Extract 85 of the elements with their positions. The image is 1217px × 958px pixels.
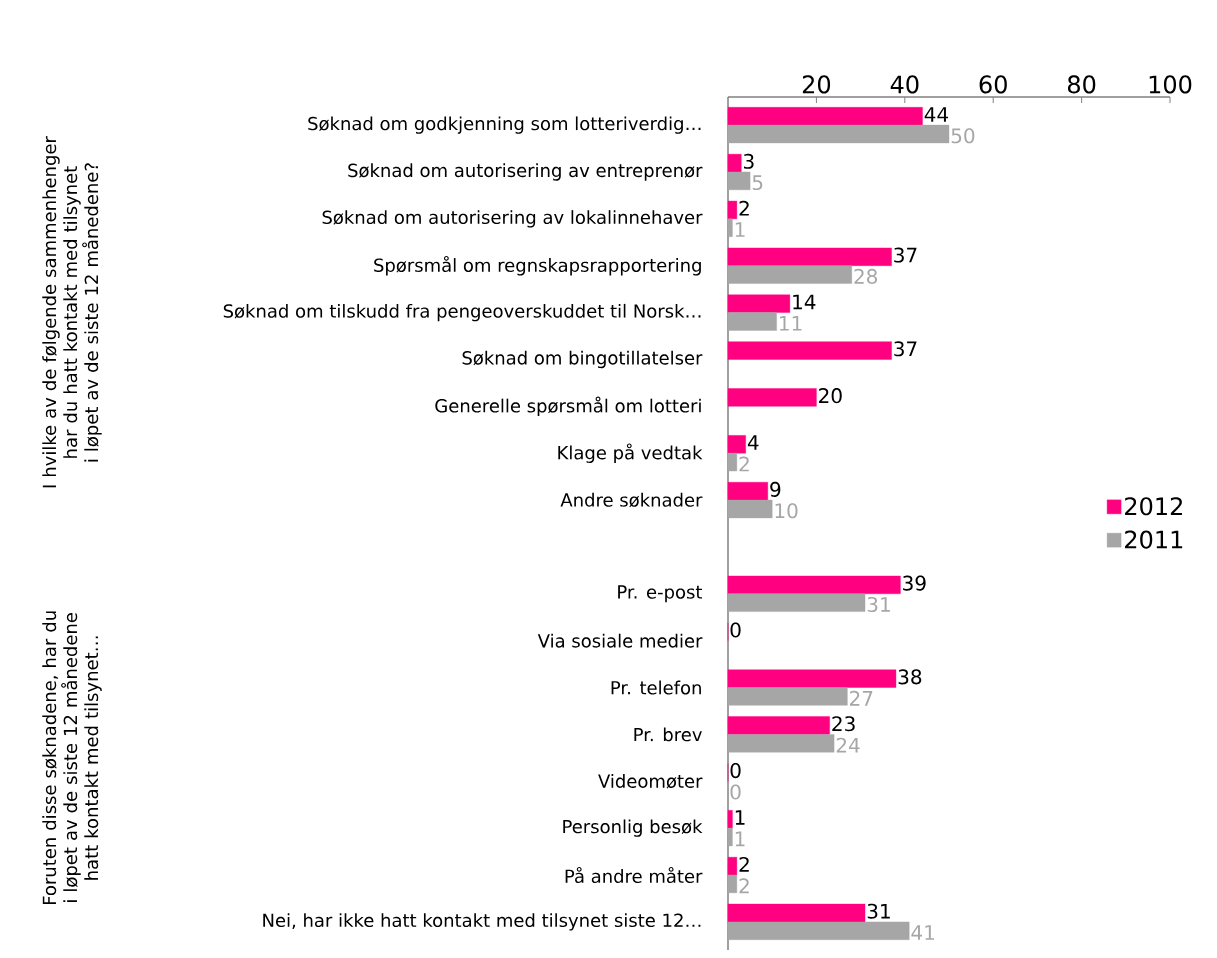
bar <box>727 734 835 753</box>
data-label: 24 <box>836 737 860 753</box>
y-tick-label: Nei, har ikke hatt kontakt med tilsynet siste 12… <box>263 913 701 931</box>
data-label: 3 <box>743 153 754 169</box>
data-label: 2 <box>739 856 749 872</box>
data-label: 44 <box>924 107 949 122</box>
bar <box>727 903 866 923</box>
bar <box>727 124 950 144</box>
data-label: 41 <box>911 925 935 940</box>
bar <box>727 857 738 876</box>
data-label: 2 <box>739 878 749 894</box>
bar <box>727 265 852 284</box>
bar <box>727 575 901 595</box>
data-label: 9 <box>770 481 781 497</box>
bar <box>727 716 830 735</box>
bar <box>727 687 848 706</box>
y-tick-label: Søknad om autorisering av lokalinnehaver <box>322 210 703 228</box>
bar <box>727 921 910 940</box>
data-label: 1 <box>735 831 745 847</box>
y-tick-label: Søknad om autorisering av entreprenør <box>348 163 703 181</box>
bar <box>727 171 751 190</box>
data-label: 11 <box>780 316 802 331</box>
bar <box>727 453 738 472</box>
y-tick-label: Pr. telefon <box>611 680 701 695</box>
y-tick-label: Spørsmål om regnskapsrapportering <box>374 255 701 276</box>
data-label: 0 <box>730 784 741 800</box>
bar <box>727 810 733 829</box>
bar <box>727 153 742 173</box>
data-label: 4 <box>747 435 759 450</box>
data-label: 1 <box>735 810 745 825</box>
data-label: 39 <box>903 575 926 591</box>
y-tick-label: Søknad om bingotillatelser <box>462 350 703 369</box>
bar <box>727 388 817 407</box>
x-tick-label: 100 <box>1149 75 1192 94</box>
bar <box>727 593 866 612</box>
data-label: 31 <box>867 903 890 919</box>
data-label: 1 <box>735 222 745 237</box>
text: Foruten disse søknadene, har du i løpet av de siste 12 månedene hatt kontakt med tilsynet… <box>42 611 102 905</box>
data-label: 20 <box>819 388 842 404</box>
data-label: 31 <box>867 596 890 613</box>
data-label: 50 <box>951 128 975 144</box>
x-tick-label: 60 <box>979 75 1007 94</box>
x-tick-label: 80 <box>1067 75 1096 94</box>
bar <box>727 247 892 266</box>
y-tick-label: Andre søknader <box>560 492 703 508</box>
data-label: 10 <box>775 503 798 519</box>
data-label: 5 <box>752 175 763 191</box>
y-tick-label: Søknad om tilskudd fra pengeoverskuddet til Norsk… <box>223 303 701 322</box>
data-label: 37 <box>894 341 917 357</box>
data-label: 37 <box>894 247 917 263</box>
data-label: 28 <box>854 268 878 284</box>
y-tick-label: Klage på vedtak <box>558 443 703 463</box>
y-tick-label: Generelle spørsmål om lotteri <box>435 396 701 417</box>
bar <box>727 874 738 894</box>
y-tick-label: Søknad om godkjenning som lotteriverdig… <box>308 116 701 134</box>
text: I hvilke av de følgende sammenhenger har du hatt kontakt med tilsynet i løpet av de siste 12 månedene? <box>42 136 102 488</box>
data-label: 0 <box>730 763 741 779</box>
bar <box>727 827 733 847</box>
data-label: 27 <box>850 690 873 706</box>
bar <box>727 294 791 313</box>
bar <box>727 341 892 360</box>
y-tick-label: Personlig besøk <box>563 819 703 837</box>
bar <box>727 218 733 237</box>
bar <box>727 435 746 454</box>
bar <box>727 499 773 519</box>
bar <box>727 200 738 220</box>
data-label: 14 <box>793 294 816 310</box>
bar <box>727 669 897 688</box>
bar <box>727 482 768 501</box>
legend-label: 2011 <box>1125 530 1183 549</box>
data-label: 2 <box>739 456 749 472</box>
data-label: 23 <box>832 716 855 732</box>
y-tick-label: Videomøter <box>598 774 703 789</box>
y-tick-label: Pr. brev <box>634 727 702 742</box>
data-label: 0 <box>730 622 741 638</box>
y-tick-label: På andre måter <box>565 866 703 884</box>
data-label: 38 <box>898 669 922 685</box>
y-tick-label: Via sosiale medier <box>537 633 703 648</box>
legend-label: 2012 <box>1125 497 1182 516</box>
x-tick-label: 20 <box>802 75 831 94</box>
data-label: 2 <box>739 200 749 216</box>
bar <box>727 107 923 126</box>
y-tick-label: Pr. e-post <box>618 585 703 603</box>
x-tick-label: 40 <box>890 75 919 94</box>
bar <box>727 312 777 331</box>
